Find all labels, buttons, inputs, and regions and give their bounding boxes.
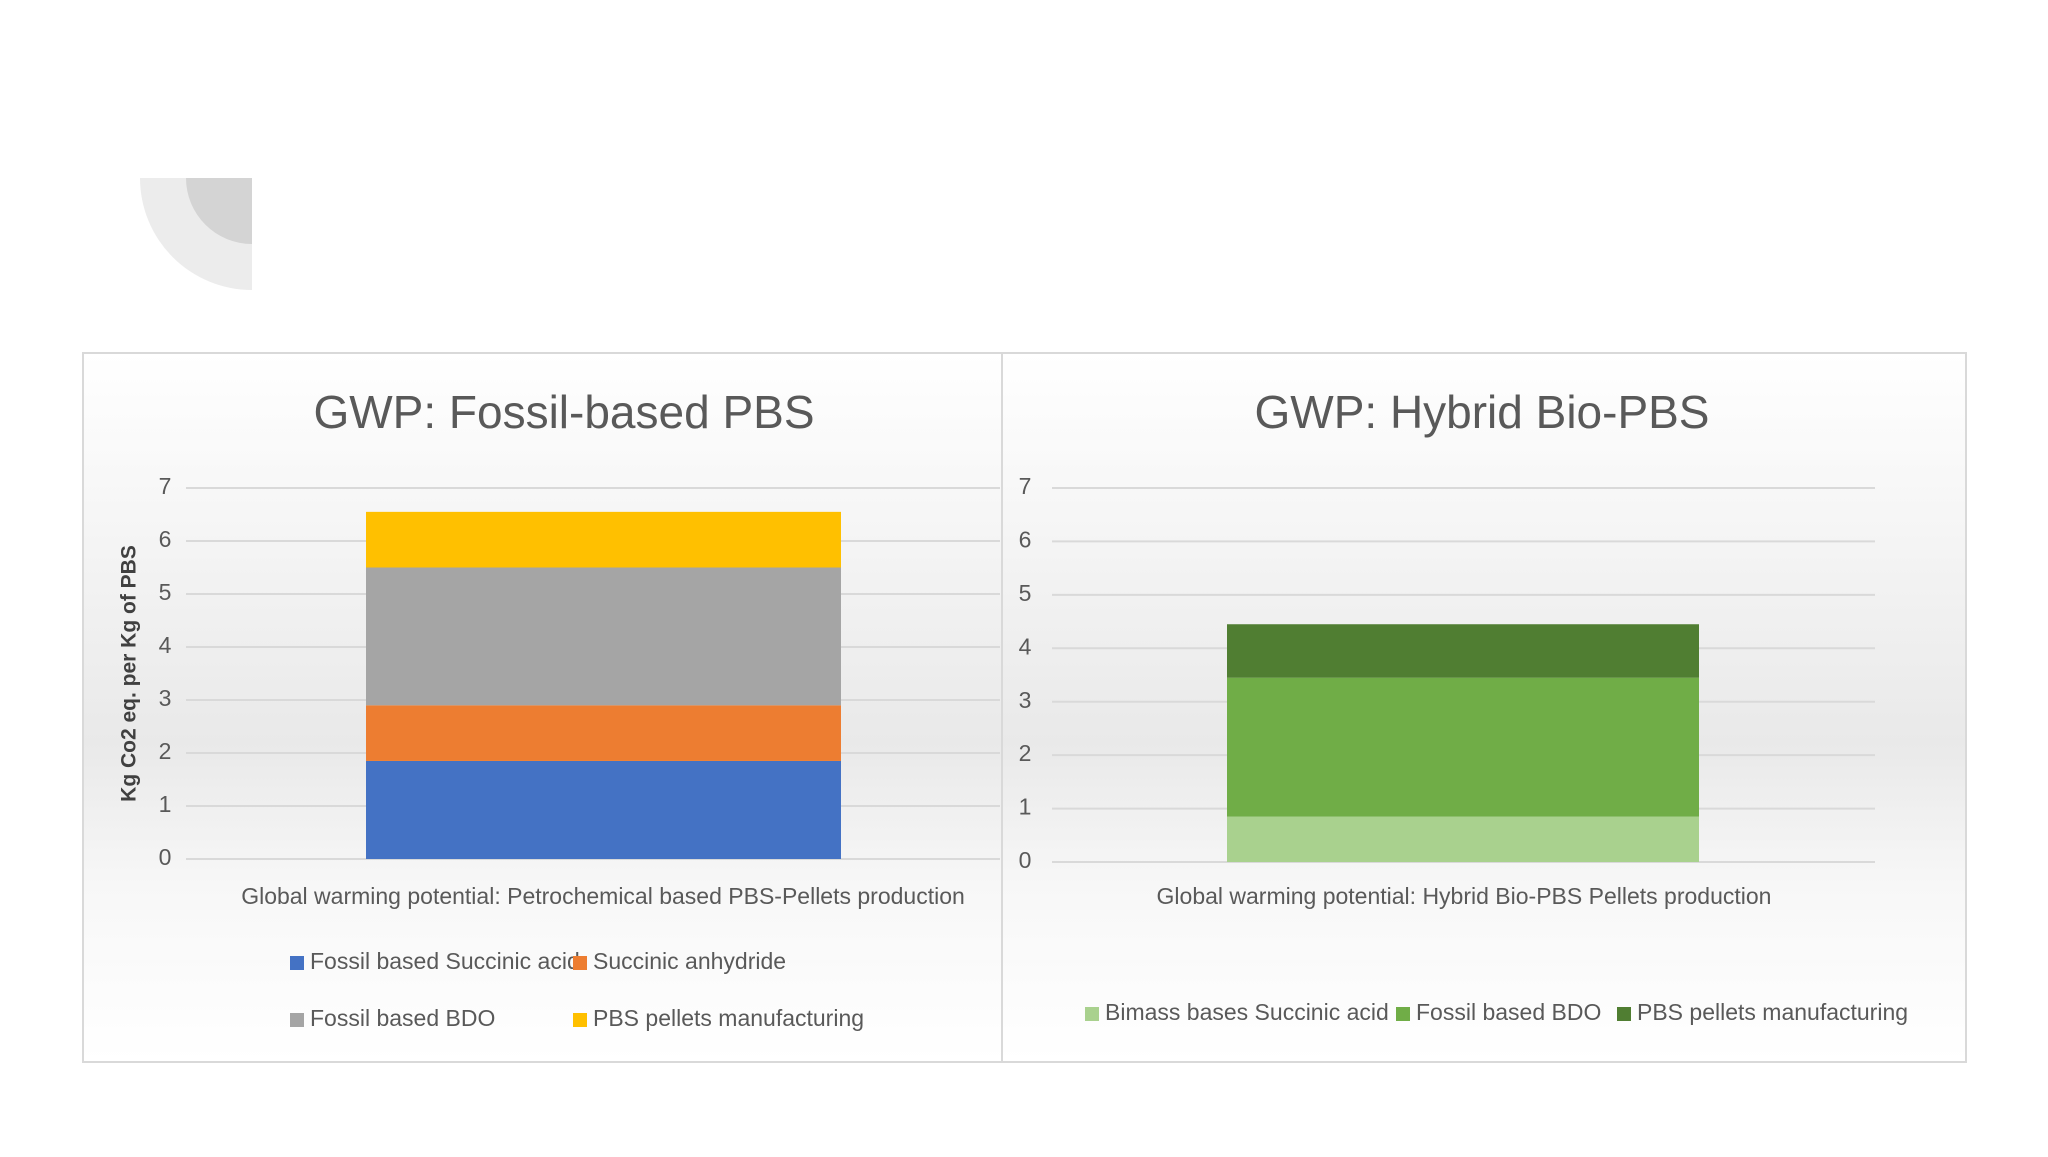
legend-label: Succinic anhydride — [593, 948, 786, 974]
bar-segment — [1227, 624, 1699, 678]
y-tick-label: 5 — [159, 579, 172, 605]
y-tick-label: 7 — [1019, 473, 1032, 499]
legend-swatch — [290, 956, 304, 970]
y-tick-label: 0 — [1019, 847, 1032, 873]
legend-label: Fossil based Succinic acid — [310, 948, 580, 974]
y-tick-label: 6 — [159, 526, 172, 552]
legend-swatch — [1617, 1007, 1631, 1021]
y-axis-label: Kg Co2 eq. per Kg of PBS — [118, 545, 141, 802]
y-tick-label: 5 — [1019, 580, 1032, 606]
chart-title: GWP: Fossil-based PBS — [313, 386, 814, 438]
bar-segment — [366, 567, 841, 706]
y-tick-label: 3 — [1019, 687, 1032, 713]
legend-label: PBS pellets manufacturing — [593, 1005, 864, 1031]
y-tick-label: 1 — [159, 791, 172, 817]
legend-swatch — [573, 956, 587, 970]
legend-label: PBS pellets manufacturing — [1637, 999, 1908, 1025]
y-tick-label: 2 — [159, 738, 172, 764]
y-tick-label: 2 — [1019, 740, 1032, 766]
legend-label: Fossil based BDO — [310, 1005, 495, 1031]
bar-segment — [366, 760, 841, 859]
y-tick-label: 6 — [1019, 527, 1032, 553]
bar-segment — [1227, 816, 1699, 862]
legend-label: Bimass bases Succinic acid — [1105, 999, 1389, 1025]
bar-segment — [1227, 677, 1699, 817]
y-tick-label: 4 — [1019, 633, 1032, 659]
y-tick-label: 1 — [1019, 794, 1032, 820]
legend-swatch — [290, 1013, 304, 1027]
y-tick-label: 0 — [159, 844, 172, 870]
legend-swatch — [1396, 1007, 1410, 1021]
chart-title: GWP: Hybrid Bio-PBS — [1255, 386, 1710, 438]
y-tick-label: 3 — [159, 685, 172, 711]
decor-shape — [186, 178, 252, 244]
legend-swatch — [573, 1013, 587, 1027]
y-tick-label: 7 — [159, 473, 172, 499]
charts: GWP: Fossil-based PBS Kg Co2 eq. per Kg o… — [118, 386, 1909, 1031]
x-tick-label: Global warming potential: Hybrid Bio-PBS… — [1157, 883, 1772, 909]
legend-label: Fossil based BDO — [1416, 999, 1601, 1025]
bar-segment — [366, 705, 841, 761]
y-tick-label: 4 — [159, 632, 172, 658]
x-tick-label: Global warming potential: Petrochemical … — [241, 883, 965, 909]
legend-swatch — [1085, 1007, 1099, 1021]
bar-segment — [366, 511, 841, 568]
